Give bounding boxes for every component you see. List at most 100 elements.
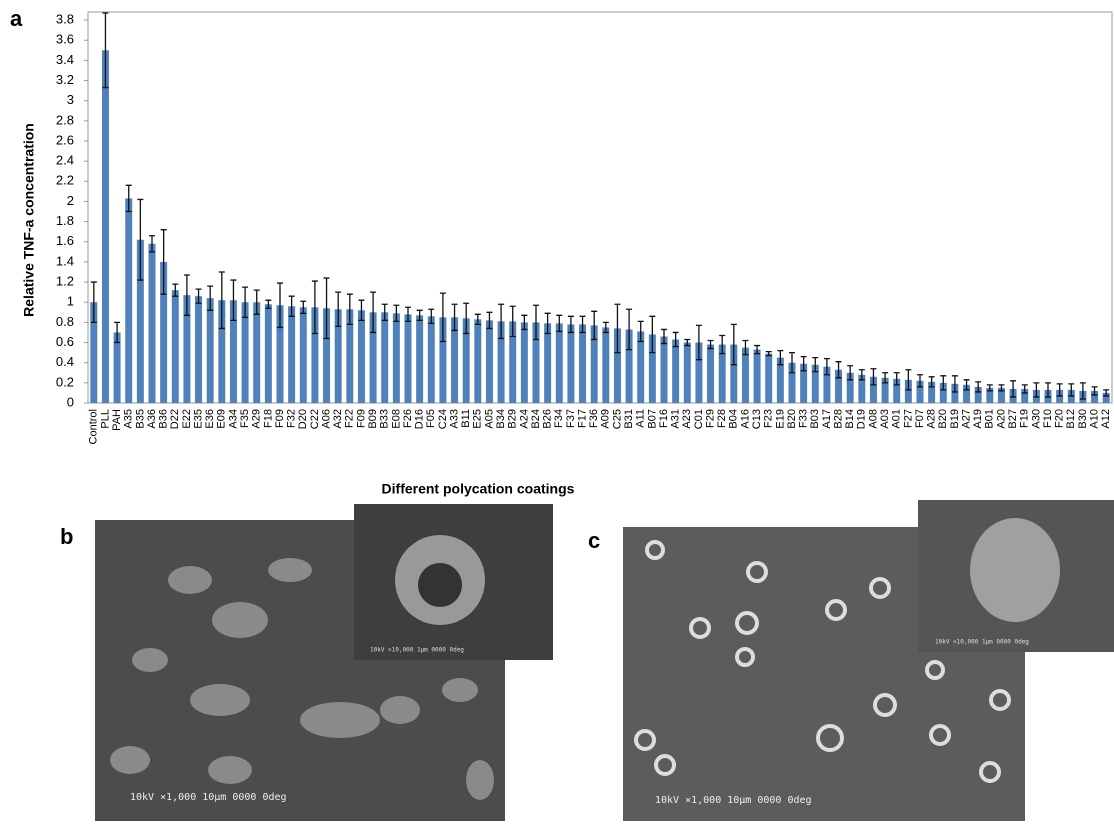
bar <box>404 314 412 403</box>
error-bar <box>765 350 772 357</box>
bar <box>951 383 959 403</box>
x-tick-label: A29 <box>251 409 263 429</box>
error-bar <box>591 310 598 341</box>
error-bar <box>684 338 691 347</box>
x-tick-label: A32 <box>332 409 344 429</box>
y-tick-label: 1 <box>67 294 74 309</box>
x-tick-label: F19 <box>1019 409 1031 428</box>
bar <box>299 307 307 403</box>
x-tick-label: B14 <box>844 409 856 429</box>
x-tick-label: B04 <box>728 409 740 429</box>
bar <box>672 339 680 403</box>
panel-label: c <box>588 528 600 553</box>
error-bar <box>474 313 481 326</box>
image-b: 10kV ×1,000 10µm 0000 0deg 10kV ×10,000 … <box>95 504 553 821</box>
error-bar <box>288 295 295 317</box>
x-tick-label: F26 <box>402 409 414 428</box>
bar <box>904 379 912 403</box>
x-tick-label: B19 <box>949 409 961 429</box>
error-bar <box>742 339 749 356</box>
y-tick-label: 2.4 <box>56 153 74 168</box>
bar <box>765 353 773 403</box>
x-tick-label: B31 <box>623 409 635 429</box>
bar <box>392 313 400 403</box>
x-tick-label: B36 <box>158 409 170 429</box>
x-tick-label: B28 <box>832 409 844 429</box>
x-tick-label: C01 <box>693 409 705 429</box>
error-bar <box>800 355 807 372</box>
x-tick-label: F23 <box>763 409 775 428</box>
x-tick-label: C22 <box>309 409 321 429</box>
bar <box>276 305 284 403</box>
bar <box>462 318 470 403</box>
bar <box>602 327 610 403</box>
error-bar <box>730 323 737 366</box>
bar <box>520 322 528 403</box>
x-tick-label: C24 <box>437 409 449 429</box>
x-tick-label: F32 <box>286 409 298 428</box>
bar <box>381 312 389 403</box>
error-bar <box>614 303 621 354</box>
x-tick-label: B30 <box>1077 409 1089 429</box>
bar <box>357 310 365 403</box>
y-tick-label: 0 <box>67 394 74 409</box>
x-tick-label: A31 <box>670 409 682 429</box>
y-tick-label: 3.6 <box>56 32 74 47</box>
bar <box>171 290 179 403</box>
x-tick-label: D19 <box>856 409 868 429</box>
bar <box>474 319 482 403</box>
bar <box>532 322 540 403</box>
y-tick-label: 1.2 <box>56 274 74 289</box>
error-bar <box>928 376 935 388</box>
bar <box>974 386 982 403</box>
x-tick-label: F05 <box>425 409 437 428</box>
x-tick-label: A28 <box>926 409 938 429</box>
bar <box>334 309 342 403</box>
bar <box>439 317 447 403</box>
image-c: 10kV ×1,000 10µm 0000 0deg 10kV ×10,000 … <box>623 500 1114 821</box>
x-tick-label: A03 <box>879 409 891 429</box>
y-tick-label: 0.6 <box>56 334 74 349</box>
error-bar <box>486 311 493 330</box>
cells <box>634 540 1011 783</box>
x-tick-label: F36 <box>588 409 600 428</box>
bar <box>590 325 598 403</box>
x-tick-label: B29 <box>507 409 519 429</box>
x-tick-label: F20 <box>1054 409 1066 428</box>
x-tick-label: A12 <box>1100 409 1112 429</box>
error-bar <box>754 344 761 355</box>
x-tick-label: F37 <box>565 409 577 428</box>
x-tick-label: F16 <box>658 409 670 428</box>
bar <box>881 377 889 403</box>
x-tick-label: E25 <box>472 409 484 429</box>
y-tick-label: 2.2 <box>56 173 74 188</box>
error-bar <box>265 299 272 309</box>
bar <box>811 364 819 403</box>
bar <box>858 374 866 403</box>
error-bar <box>1079 382 1086 400</box>
error-bar <box>917 374 923 388</box>
y-tick-label: 3.4 <box>56 52 74 67</box>
bar <box>637 331 645 403</box>
bar <box>1102 392 1110 403</box>
bar <box>893 378 901 403</box>
y-tick-label: 3 <box>67 92 74 107</box>
bar <box>241 302 249 403</box>
x-tick-label: F33 <box>798 409 810 428</box>
x-tick-label: E36 <box>204 409 216 429</box>
x-tick-label: B07 <box>646 409 658 429</box>
x-tick-label: F17 <box>576 409 588 428</box>
x-tick-label: F10 <box>1042 409 1054 428</box>
error-bar <box>405 306 411 323</box>
bar <box>113 332 121 403</box>
x-tick-label: A36 <box>146 409 158 429</box>
x-tick-label: A11 <box>635 409 647 428</box>
error-bar <box>777 349 784 366</box>
y-tick-label: 3.2 <box>56 72 74 87</box>
x-tick-label: A17 <box>821 409 833 429</box>
bar <box>835 369 843 403</box>
bar <box>101 50 109 403</box>
bar <box>741 347 749 403</box>
bar <box>160 261 168 403</box>
x-tick-label: A35 <box>123 409 135 429</box>
